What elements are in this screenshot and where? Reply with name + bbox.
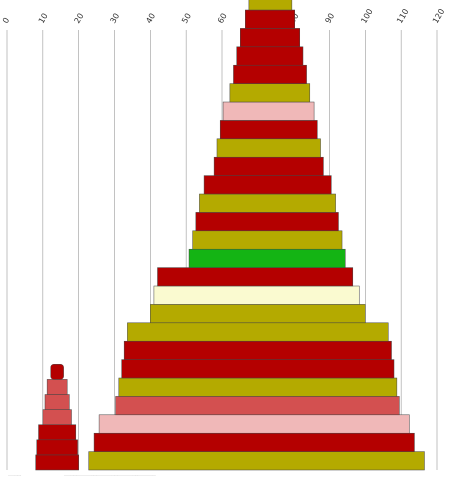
small-stack-bar-3 <box>38 424 77 441</box>
large-stack-bar-21 <box>229 83 311 103</box>
x-tick-label-20: 20 <box>73 12 86 25</box>
x-tick-label-40: 40 <box>144 12 157 25</box>
large-stack-bar-20 <box>222 101 315 121</box>
small-stack-bar-5 <box>44 394 70 410</box>
large-stack-bar-9 <box>150 304 366 324</box>
baseline-label-1: .............. <box>8 473 21 477</box>
small-stack-bar-6 <box>46 379 68 395</box>
large-stack-bar-25 <box>245 9 295 29</box>
large-stack-bar-4 <box>115 396 400 416</box>
large-stack-bar-2 <box>93 432 415 452</box>
large-stack-bar-14 <box>195 212 339 232</box>
large-stack-bar-17 <box>213 156 324 176</box>
baseline-labels: ........................................… <box>8 473 156 477</box>
large-stack-bar-23 <box>236 46 304 66</box>
baseline-label-2: ........................................… <box>64 473 156 477</box>
large-stack-bar-11 <box>157 267 354 287</box>
large-stack-bar-6 <box>121 359 395 379</box>
bar-stacks <box>35 0 425 471</box>
x-tick-label-10: 10 <box>37 12 50 25</box>
large-stack-bar-3 <box>98 414 410 434</box>
large-stack-bar-5 <box>118 377 398 397</box>
x-axis-tick-labels: 0102030405060708090100110120 <box>1 7 446 25</box>
large-stack-bar-19 <box>219 120 318 140</box>
large-stack-bar-10 <box>153 285 360 305</box>
x-tick-label-120: 120 <box>431 7 446 25</box>
large-stack-bar-1 <box>88 451 425 471</box>
small-stack <box>35 364 79 471</box>
large-stack-bar-13 <box>192 230 343 250</box>
large-stack-bar-8 <box>127 322 389 342</box>
x-tick-label-0: 0 <box>1 16 11 25</box>
x-tick-label-90: 90 <box>323 12 336 25</box>
small-stack-bar-1 <box>35 454 79 471</box>
small-stack-bar-7 <box>50 364 64 380</box>
large-stack-bar-7 <box>123 340 392 360</box>
large-stack-bar-15 <box>199 193 336 213</box>
x-tick-label-100: 100 <box>359 7 374 25</box>
x-tick-label-50: 50 <box>180 12 193 25</box>
x-tick-label-30: 30 <box>108 12 121 25</box>
large-stack-bar-26 <box>248 0 293 11</box>
small-stack-bar-2 <box>36 439 78 456</box>
large-stack-bar-22 <box>233 64 307 84</box>
small-stack-bar-4 <box>42 409 72 425</box>
large-stack-bar-18 <box>216 138 321 158</box>
large-stack-bar-16 <box>203 175 332 195</box>
large-stack <box>88 0 425 471</box>
large-stack-bar-12 <box>188 248 346 268</box>
x-tick-label-110: 110 <box>395 7 410 25</box>
large-stack-bar-24 <box>240 28 301 48</box>
x-tick-label-60: 60 <box>216 12 229 25</box>
